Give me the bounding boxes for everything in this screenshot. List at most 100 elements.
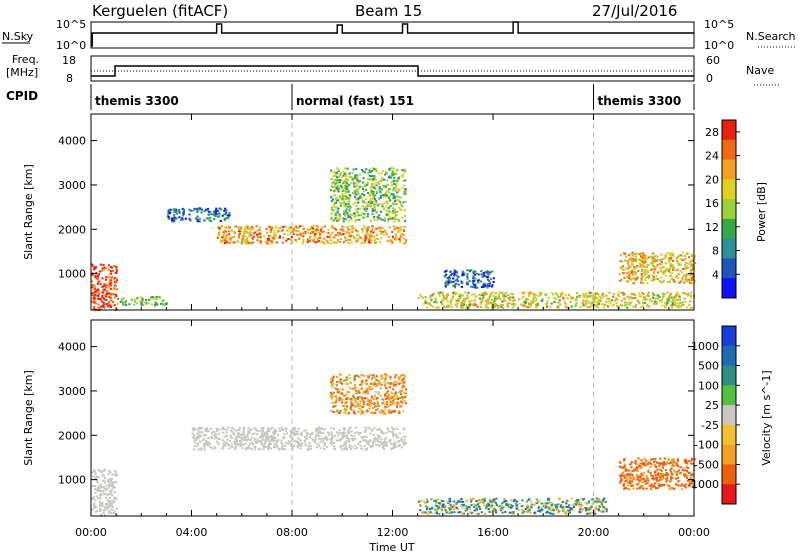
range-gate-cell <box>631 475 635 478</box>
range-gate-cell <box>196 215 199 218</box>
range-gate-cell <box>173 219 176 222</box>
range-gate-cell <box>386 179 389 182</box>
range-gate-cell <box>383 185 386 188</box>
range-gate-cell <box>398 220 401 223</box>
range-gate-cell <box>475 504 478 507</box>
range-gate-cell <box>171 219 174 221</box>
range-gate-cell <box>457 511 460 514</box>
range-gate-cell <box>198 427 201 429</box>
range-gate-cell <box>347 412 351 415</box>
range-gate-cell <box>419 293 422 296</box>
range-gate-cell <box>509 296 512 299</box>
range-gate-cell <box>109 492 112 495</box>
range-gate-cell <box>377 393 380 396</box>
range-gate-cell <box>601 509 605 512</box>
range-gate-cell <box>511 293 514 296</box>
range-gate-cell <box>427 510 430 513</box>
range-gate-cell <box>261 434 264 437</box>
range-gate-cell <box>375 397 378 400</box>
range-gate-cell <box>359 236 362 239</box>
range-gate-cell <box>395 203 398 206</box>
range-gate-cell <box>651 258 654 261</box>
range-gate-cell <box>499 505 502 508</box>
range-gate-cell <box>345 231 348 234</box>
range-gate-cell <box>256 438 259 441</box>
range-gate-cell <box>97 486 100 489</box>
range-gate-cell <box>436 498 439 501</box>
range-gate-cell <box>658 462 661 465</box>
range-gate-cell <box>349 448 353 451</box>
range-gate-cell <box>629 256 632 259</box>
range-gate-cell <box>103 283 106 285</box>
range-gate-cell <box>382 230 385 233</box>
range-gate-cell <box>628 276 631 279</box>
range-gate-cell <box>134 301 137 304</box>
range-gate-cell <box>231 430 234 433</box>
range-gate-cell <box>345 409 348 412</box>
range-gate-cell <box>379 196 382 199</box>
range-gate-cell <box>392 193 395 196</box>
range-gate-cell <box>501 507 504 510</box>
range-gate-cell <box>660 473 663 475</box>
range-gate-cell <box>366 441 370 444</box>
range-gate-cell <box>499 509 502 512</box>
range-gate-cell <box>670 300 673 303</box>
range-gate-cell <box>392 195 395 197</box>
range-gate-cell <box>380 383 383 386</box>
range-gate-cell <box>336 391 339 393</box>
range-gate-cell <box>223 229 226 232</box>
range-gate-cell <box>676 305 679 308</box>
range-gate-cell <box>274 226 277 229</box>
range-gate-cell <box>466 505 469 508</box>
range-gate-cell <box>103 468 106 471</box>
range-gate-cell <box>444 509 447 512</box>
range-gate-cell <box>113 481 116 483</box>
range-gate-cell <box>670 461 673 464</box>
range-gate-cell <box>376 234 379 237</box>
range-gate-cell <box>450 300 453 303</box>
range-gate-cell <box>383 195 386 198</box>
range-gate-cell <box>373 216 376 218</box>
range-gate-cell <box>504 510 507 513</box>
range-gate-cell <box>514 303 517 306</box>
range-gate-cell <box>205 209 209 212</box>
range-gate-cell <box>452 277 455 280</box>
range-gate-cell <box>605 510 608 513</box>
range-gate-cell <box>673 296 676 299</box>
y-tick-label: 2000 <box>58 429 86 442</box>
range-gate-cell <box>393 182 396 185</box>
range-gate-cell <box>335 411 338 414</box>
range-gate-cell <box>404 238 407 241</box>
nsky-top-tick: 10^5 <box>56 18 86 31</box>
range-gate-cell <box>405 402 408 405</box>
range-gate-cell <box>684 268 687 271</box>
range-gate-cell <box>391 184 394 187</box>
range-gate-cell <box>315 430 318 433</box>
range-gate-cell <box>255 442 258 445</box>
range-gate-cell <box>437 506 440 509</box>
range-gate-cell <box>574 304 577 307</box>
range-gate-cell <box>222 444 225 447</box>
range-gate-cell <box>581 498 585 501</box>
range-gate-cell <box>676 257 679 260</box>
range-gate-cell <box>345 204 348 207</box>
range-gate-cell <box>343 431 346 434</box>
range-gate-cell <box>478 498 481 501</box>
range-gate-cell <box>369 439 372 442</box>
range-gate-cell <box>388 176 391 179</box>
range-gate-cell <box>297 230 300 232</box>
range-gate-cell <box>387 218 390 221</box>
range-gate-cell <box>397 218 400 221</box>
range-gate-cell <box>96 282 99 285</box>
range-gate-cell <box>355 198 358 201</box>
range-gate-cell <box>660 484 663 487</box>
range-gate-cell <box>452 284 455 287</box>
range-gate-cell <box>241 438 244 441</box>
range-gate-cell <box>232 432 235 435</box>
range-gate-cell <box>395 237 398 240</box>
range-gate-cell <box>596 303 599 306</box>
range-gate-cell <box>101 267 104 270</box>
range-gate-cell <box>322 431 325 434</box>
range-gate-cell <box>347 202 350 205</box>
range-gate-cell <box>564 301 567 304</box>
